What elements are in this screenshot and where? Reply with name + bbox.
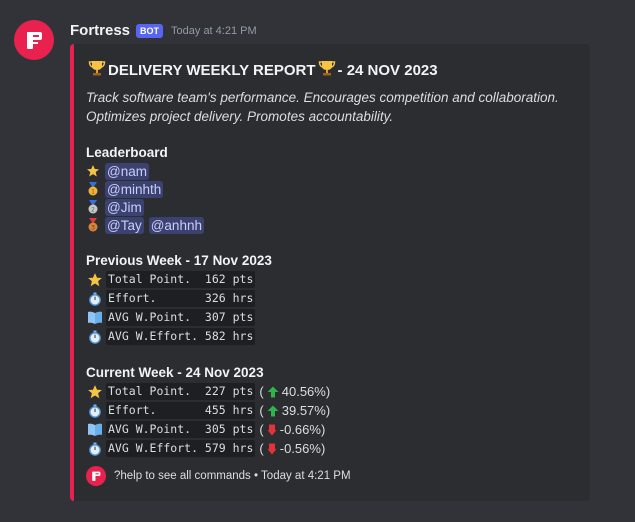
user-mention[interactable]: @Tay	[105, 216, 144, 234]
embed-description: Track software team's performance. Encou…	[86, 90, 559, 124]
stat-change: (-0.56%)	[259, 441, 326, 456]
stat-row: Total Point. 162 pts	[86, 270, 578, 289]
down-arrow-icon	[267, 424, 277, 435]
stat-row: AVG W.Point. 307 pts	[86, 308, 578, 327]
star-icon	[86, 164, 100, 178]
current-week-section: Current Week - 24 Nov 2023 Total Point. …	[86, 364, 578, 458]
stat-value: Effort. 455 hrs	[106, 402, 256, 419]
footer-text: ?help to see all commands • Today at 4:2…	[114, 470, 351, 482]
svg-text:1: 1	[91, 189, 95, 196]
book-icon	[86, 310, 103, 325]
up-arrow-icon	[267, 386, 279, 397]
leaderboard-row: 2 @Jim	[86, 198, 578, 216]
stat-value: Total Point. 162 pts	[106, 271, 256, 288]
stat-change: (40.56%)	[259, 384, 331, 399]
message-timestamp[interactable]: Today at 4:21 PM	[171, 24, 257, 37]
footer-logo-icon	[86, 466, 106, 486]
leaderboard-row: @nam	[86, 162, 578, 180]
leaderboard-row: 1 @minhth	[86, 180, 578, 198]
user-mention[interactable]: @nam	[105, 162, 149, 180]
up-arrow-icon	[267, 405, 279, 416]
stopwatch-icon	[86, 329, 103, 344]
stat-row: Total Point. 227 pts (40.56%)	[86, 382, 578, 401]
stat-row: Effort. 455 hrs (39.57%)	[86, 401, 578, 420]
stat-value: AVG W.Effort. 582 hrs	[106, 328, 256, 345]
embed-title-text: DELIVERY WEEKLY REPORT	[108, 61, 316, 79]
fortress-logo-icon	[27, 32, 42, 49]
bot-avatar[interactable]	[14, 20, 54, 60]
stat-value: Total Point. 227 pts	[106, 383, 256, 400]
stat-row: AVG W.Point. 305 pts (-0.66%)	[86, 420, 578, 439]
message-header: Fortress BOT Today at 4:21 PM	[70, 22, 257, 39]
stat-change-value: -0.66%)	[279, 422, 326, 437]
previous-week-heading: Previous Week - 17 Nov 2023	[86, 253, 272, 268]
stat-change: (-0.66%)	[259, 422, 326, 437]
author-name[interactable]: Fortress	[70, 22, 131, 39]
stat-value: Effort. 326 hrs	[106, 290, 256, 307]
silver-medal-icon: 2	[86, 200, 100, 214]
stat-row: Effort. 326 hrs	[86, 289, 578, 308]
leaderboard-row: 3 @Tay @anhnh	[86, 216, 578, 234]
footer-timestamp: Today at 4:21 PM	[261, 470, 351, 482]
stat-row: AVG W.Effort. 582 hrs	[86, 327, 578, 346]
embed-title: DELIVERY WEEKLY REPORT - 24 NOV 2023	[86, 60, 578, 80]
stopwatch-icon	[86, 403, 103, 418]
stopwatch-icon	[86, 291, 103, 306]
user-mention[interactable]: @Jim	[105, 198, 144, 216]
leaderboard-heading: Leaderboard	[86, 145, 168, 160]
gold-medal-icon: 1	[86, 182, 100, 196]
stat-change-value: 39.57%)	[281, 403, 331, 418]
stat-value: AVG W.Point. 307 pts	[106, 309, 256, 326]
previous-week-section: Previous Week - 17 Nov 2023 Total Point.…	[86, 252, 578, 346]
leaderboard: Leaderboard @nam 1 @minhth 2 @Jim 3 @Tay…	[86, 144, 578, 234]
svg-text:3: 3	[91, 225, 95, 232]
embed-footer: ?help to see all commands • Today at 4:2…	[86, 466, 351, 486]
stat-value: AVG W.Point. 305 pts	[106, 421, 256, 438]
user-mention[interactable]: @minhth	[105, 180, 164, 198]
trophy-icon	[88, 59, 106, 81]
stat-change-value: 40.56%)	[281, 384, 331, 399]
stat-change: (39.57%)	[259, 403, 331, 418]
book-icon	[86, 422, 103, 437]
star-icon	[86, 384, 103, 399]
footer-help-text: ?help to see all commands	[114, 470, 251, 482]
user-mention[interactable]: @anhnh	[148, 216, 204, 234]
trophy-icon	[318, 59, 336, 81]
bronze-medal-icon: 3	[86, 218, 100, 232]
footer-separator: •	[254, 470, 259, 482]
current-week-heading: Current Week - 24 Nov 2023	[86, 365, 264, 380]
down-arrow-icon	[267, 443, 277, 454]
stat-change-value: -0.56%)	[279, 441, 326, 456]
bot-tag: BOT	[136, 23, 164, 38]
stat-row: AVG W.Effort. 579 hrs (-0.56%)	[86, 439, 578, 458]
stat-value: AVG W.Effort. 579 hrs	[106, 440, 256, 457]
svg-text:2: 2	[91, 207, 95, 214]
stopwatch-icon	[86, 441, 103, 456]
star-icon	[86, 272, 103, 287]
embed-title-date: - 24 NOV 2023	[337, 61, 438, 79]
report-embed: DELIVERY WEEKLY REPORT - 24 NOV 2023 Tra…	[70, 44, 590, 501]
